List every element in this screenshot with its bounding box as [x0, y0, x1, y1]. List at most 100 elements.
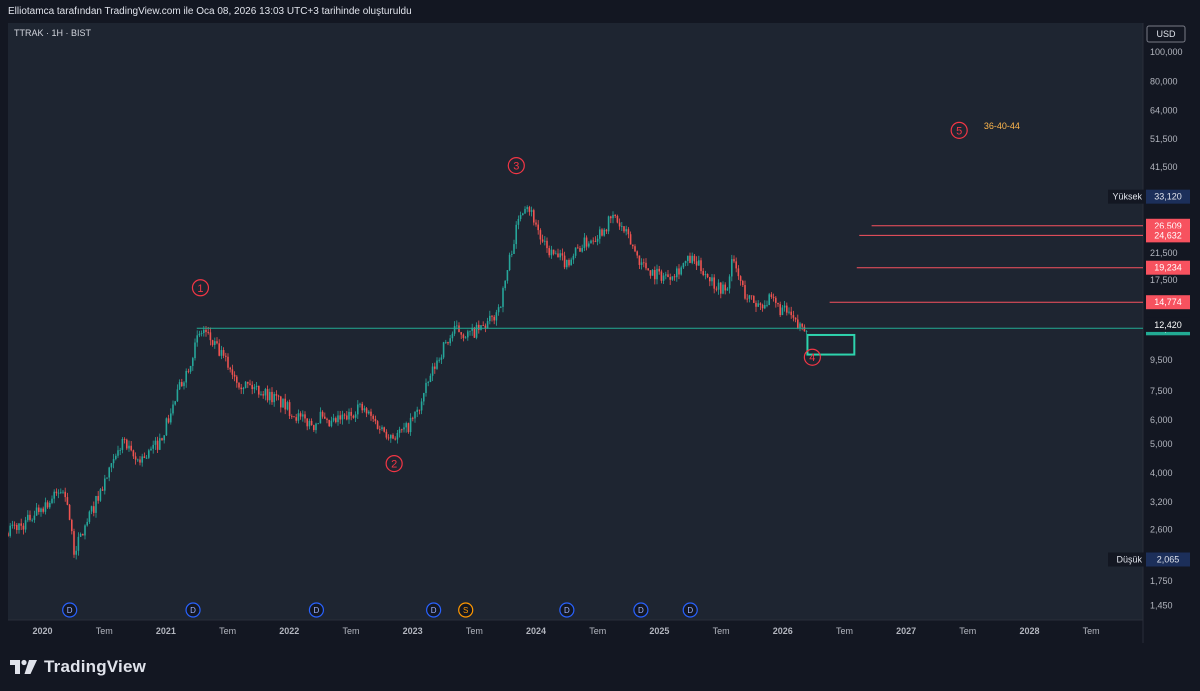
- time-axis: [8, 620, 1143, 643]
- candle-body: [570, 259, 572, 266]
- candle-body: [695, 261, 698, 266]
- candle-body: [227, 356, 229, 368]
- candle-body: [491, 315, 493, 317]
- candle-body: [568, 259, 570, 266]
- candle-body: [500, 306, 502, 308]
- wave-label: 5: [956, 125, 962, 137]
- candle-body: [737, 268, 740, 277]
- tradingview-wordmark: TradingView: [44, 657, 147, 676]
- wave-label: 3: [513, 161, 519, 173]
- candle-body: [18, 523, 20, 531]
- wave-label: 4: [809, 352, 815, 364]
- candle-body: [592, 240, 594, 242]
- candle-body: [418, 409, 421, 411]
- candle-body: [337, 415, 339, 423]
- candle-body: [271, 391, 273, 403]
- candle-body: [638, 255, 641, 265]
- y-tick-label: 1,450: [1150, 601, 1173, 611]
- y-tick-label: 6,000: [1150, 415, 1173, 425]
- candle-body: [636, 251, 638, 256]
- candle-body: [632, 244, 634, 247]
- candle-body: [539, 230, 542, 240]
- candle-body: [22, 525, 25, 530]
- candle-body: [273, 394, 275, 403]
- price-chart[interactable]: TTRAK · 1H · BIST USD 100,000 80,000 64,000 5…: [8, 23, 1192, 643]
- candle-body: [625, 229, 627, 232]
- event-marker-label: D: [564, 606, 570, 615]
- candle-body: [603, 229, 605, 236]
- candle-body: [13, 524, 16, 526]
- candle-body: [40, 508, 42, 512]
- candle-body: [398, 429, 401, 433]
- tradingview-brand[interactable]: TradingView: [10, 657, 146, 677]
- candle-body: [475, 324, 478, 338]
- candle-body: [211, 340, 214, 345]
- candle-body: [321, 411, 324, 417]
- candle-body: [786, 305, 788, 313]
- candle-body: [416, 409, 418, 412]
- candle-body: [8, 533, 9, 536]
- candle-body: [165, 418, 168, 436]
- x-tick-label: Tem: [342, 626, 359, 636]
- currency-label: USD: [1156, 29, 1176, 39]
- y-tick-label: 7,500: [1150, 386, 1173, 396]
- candle-body: [647, 268, 649, 271]
- candle-body: [766, 304, 768, 306]
- candle-body: [471, 327, 473, 331]
- candle-body: [35, 507, 38, 516]
- candle-body: [99, 489, 102, 501]
- event-marker-label: S: [463, 606, 468, 615]
- candle-body: [31, 519, 33, 521]
- candle-body: [764, 305, 766, 309]
- candle-body: [324, 416, 326, 419]
- candle-body: [497, 307, 500, 313]
- candle-body: [676, 268, 678, 278]
- candle-body: [209, 332, 212, 341]
- candle-body: [469, 330, 471, 332]
- candle-body: [431, 366, 434, 376]
- candle-body: [552, 249, 555, 254]
- candle-body: [640, 262, 643, 265]
- candle-body: [194, 342, 196, 359]
- x-tick-label: Tem: [1083, 626, 1100, 636]
- candle-body: [502, 288, 504, 307]
- candle-body: [222, 350, 225, 356]
- candle-body: [260, 394, 262, 396]
- candle-body: [702, 271, 704, 275]
- candle-body: [761, 304, 764, 309]
- y-tick-label: 64,000: [1150, 106, 1178, 116]
- candle-body: [669, 277, 671, 280]
- y-tick-label: 21,500: [1150, 248, 1178, 258]
- candle-body: [170, 413, 172, 423]
- range-name-label: Düşük: [1116, 554, 1142, 564]
- candle-body: [654, 269, 656, 280]
- candle-body: [167, 418, 170, 423]
- candle-body: [493, 316, 495, 321]
- x-tick-label: Tem: [589, 626, 606, 636]
- candle-body: [526, 207, 528, 209]
- candle-body: [352, 415, 355, 418]
- candle-body: [805, 331, 808, 332]
- candle-body: [308, 420, 311, 427]
- candle-body: [627, 229, 630, 235]
- candle-body: [104, 478, 106, 491]
- candle-body: [607, 216, 610, 232]
- candle-body: [163, 435, 165, 441]
- range-name-badge: [1108, 189, 1145, 204]
- x-tick-label: Tem: [959, 626, 976, 636]
- candle-body: [438, 359, 440, 361]
- candle-body: [588, 243, 590, 247]
- snapshot-caption: Elliotamca tarafından TradingView.com il…: [8, 6, 412, 17]
- candle-body: [9, 525, 11, 536]
- candle-body: [174, 401, 176, 405]
- candle-body: [605, 229, 608, 232]
- candle-body: [684, 260, 687, 264]
- candle-body: [383, 427, 385, 432]
- x-tick-label: 2028: [1019, 626, 1039, 636]
- candle-body: [236, 376, 238, 383]
- candle-body: [559, 253, 561, 258]
- candle-body: [365, 408, 368, 414]
- level-label: 24,632: [1154, 230, 1182, 240]
- dividend-marker: [682, 602, 698, 618]
- candle-body: [332, 418, 335, 421]
